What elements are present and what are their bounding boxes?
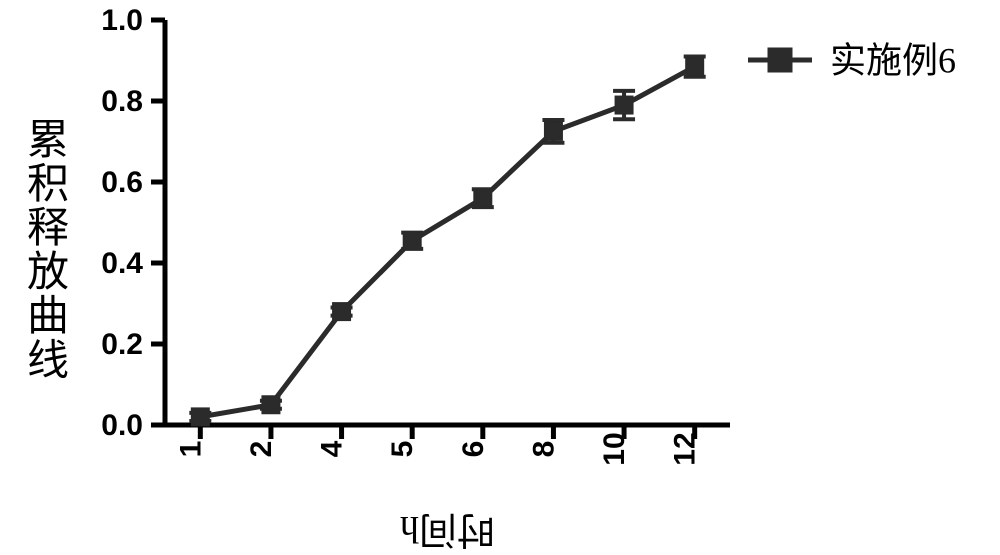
data-marker [403, 232, 421, 250]
y-axis-label-char: 放 [27, 250, 69, 296]
x-tick-label: 4 [316, 440, 349, 457]
data-marker [686, 58, 704, 76]
y-axis-label-char: 积 [27, 162, 69, 208]
x-tick-label: 5 [386, 441, 419, 458]
legend-label: 实施例6 [830, 41, 956, 81]
y-tick-label: 1.0 [101, 4, 143, 37]
chart-svg: 0.00.20.40.60.81.01245681012累积释放曲线时间h实施例… [0, 0, 1000, 555]
y-tick-label: 0.8 [101, 85, 143, 118]
data-marker [262, 396, 280, 414]
x-tick-label: 8 [527, 441, 560, 458]
x-tick-label: 6 [457, 441, 490, 458]
data-marker [333, 303, 351, 321]
legend-marker [768, 48, 792, 72]
y-axis-label-char: 线 [27, 338, 69, 384]
y-tick-label: 0.0 [101, 409, 143, 442]
data-marker [615, 96, 633, 114]
x-tick-label: 10 [598, 432, 631, 465]
cumulative-release-chart: 0.00.20.40.60.81.01245681012累积释放曲线时间h实施例… [0, 0, 1000, 555]
y-axis-label-char: 曲 [27, 294, 69, 340]
x-tick-label: 12 [669, 432, 702, 465]
y-tick-label: 0.2 [101, 328, 143, 361]
data-marker [544, 122, 562, 140]
y-tick-label: 0.4 [101, 247, 143, 280]
y-tick-label: 0.6 [101, 166, 143, 199]
x-tick-label: 1 [174, 441, 207, 458]
x-tick-label: 2 [245, 441, 278, 458]
svg-text:时间h: 时间h [400, 508, 495, 550]
data-marker [191, 408, 209, 426]
y-axis-label-char: 释 [27, 206, 69, 252]
y-axis-label-char: 累 [27, 118, 69, 164]
legend: 实施例6 [748, 41, 956, 81]
x-axis-label: 时间h [400, 508, 495, 550]
data-marker [474, 189, 492, 207]
